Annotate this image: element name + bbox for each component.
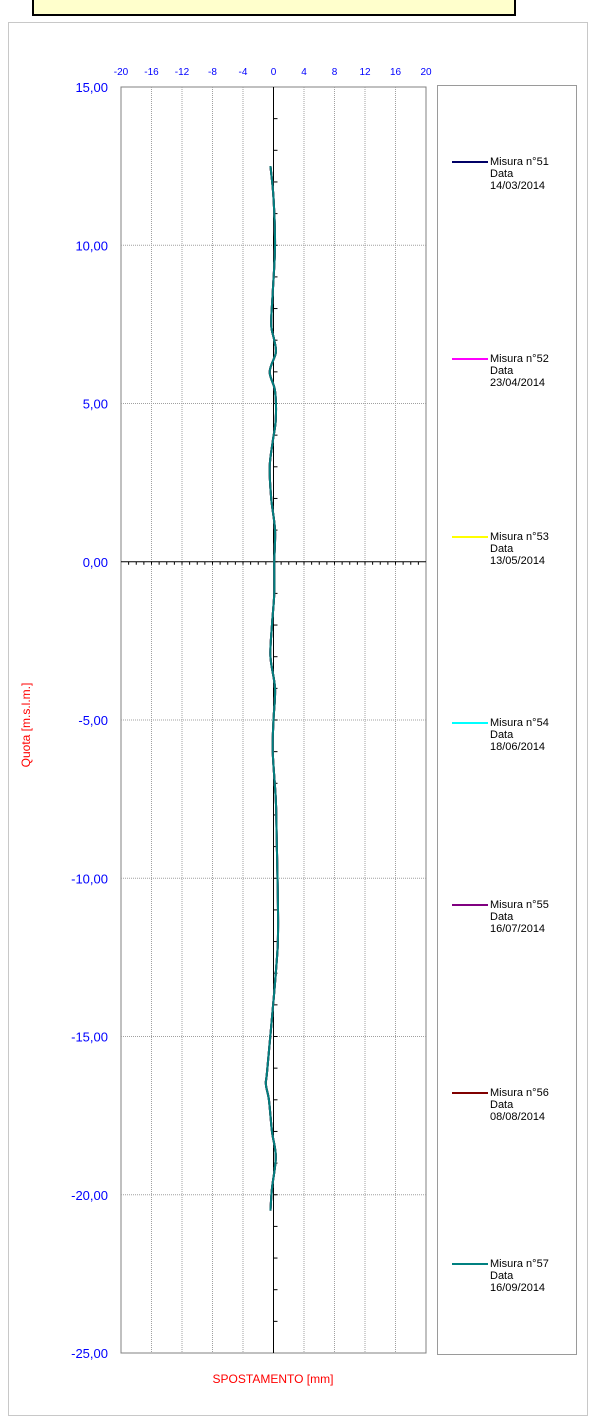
legend-date: 16/07/2014 (490, 923, 546, 935)
y-tick-label: -10,00 (71, 871, 108, 886)
legend-item: Misura n°51 Data 14/03/2014 (452, 156, 576, 206)
y-axis-title: Quota [m.s.l.m.] (19, 682, 33, 768)
legend-date-label: Data (490, 543, 514, 555)
legend-date-label: Data (490, 168, 514, 180)
legend-series-name: Misura n°51 (490, 156, 549, 168)
y-tick-label: 5,00 (83, 397, 108, 412)
x-tick-label: -4 (239, 67, 248, 78)
x-tick-label: 16 (390, 67, 402, 78)
legend-text: Misura n°55 Data 16/07/2014 (490, 899, 549, 935)
series-line-7 (264, 166, 280, 1211)
legend-text: Misura n°54 Data 18/06/2014 (490, 717, 549, 753)
tick-labels: -20 -16 -12 -8 -4 0 4 8 12 16 20 15,00 10,00 5,00 0,00… (71, 67, 432, 1361)
legend-date: 14/03/2014 (490, 180, 546, 192)
legend-date: 23/04/2014 (490, 377, 546, 389)
legend-date-label: Data (490, 1099, 514, 1111)
x-tick-label: -20 (114, 67, 129, 78)
y-tick-label: -20,00 (71, 1188, 108, 1203)
legend-swatch (452, 536, 488, 538)
legend-series-name: Misura n°56 (490, 1087, 549, 1099)
legend-item: Misura n°57 Data 16/09/2014 (452, 1258, 576, 1308)
y-tick-label: -15,00 (71, 1030, 108, 1045)
chart-frame (8, 22, 588, 1416)
legend-swatch (452, 1092, 488, 1094)
legend-text: Misura n°57 Data 16/09/2014 (490, 1258, 549, 1294)
legend-text: Misura n°52 Data 23/04/2014 (490, 353, 549, 389)
legend-date-label: Data (490, 729, 514, 741)
legend-date: 08/08/2014 (490, 1111, 546, 1123)
legend-swatch (452, 1263, 488, 1265)
legend-series-name: Misura n°53 (490, 531, 549, 543)
series-lines (264, 166, 280, 1211)
legend-swatch (452, 722, 488, 724)
legend-date-label: Data (490, 1270, 514, 1282)
legend-item: Misura n°52 Data 23/04/2014 (452, 353, 576, 403)
x-tick-label: 0 (271, 67, 277, 78)
y-tick-label: 15,00 (75, 80, 108, 95)
legend-text: Misura n°53 Data 13/05/2014 (490, 531, 549, 567)
x-tick-label: -12 (175, 67, 190, 78)
legend-date-label: Data (490, 365, 514, 377)
legend-text: Misura n°51 Data 14/03/2014 (490, 156, 549, 192)
legend-date: 13/05/2014 (490, 555, 546, 567)
legend-item: Misura n°56 Data 08/08/2014 (452, 1087, 576, 1137)
legend-series-name: Misura n°57 (490, 1258, 549, 1270)
legend-swatch (452, 358, 488, 360)
y-tick-label: -25,00 (71, 1346, 108, 1361)
legend-date-label: Data (490, 911, 514, 923)
legend-series-name: Misura n°54 (490, 717, 549, 729)
x-tick-label: -8 (208, 67, 217, 78)
legend-swatch (452, 904, 488, 906)
legend-item: Misura n°55 Data 16/07/2014 (452, 899, 576, 949)
legend-item: Misura n°53 Data 13/05/2014 (452, 531, 576, 581)
x-tick-label: 4 (301, 67, 307, 78)
legend-series-name: Misura n°52 (490, 353, 549, 365)
x-tick-label: -16 (144, 67, 159, 78)
y-tick-label: -5,00 (78, 713, 108, 728)
legend-date: 18/06/2014 (490, 741, 546, 753)
x-axis-title: SPOSTAMENTO [mm] (212, 1372, 334, 1386)
x-tick-label: 12 (359, 67, 371, 78)
x-tick-label: 20 (420, 67, 432, 78)
y-tick-label: 10,00 (75, 238, 108, 253)
header-banner (32, 0, 516, 16)
y-tick-label: 0,00 (83, 555, 108, 570)
legend-series-name: Misura n°55 (490, 899, 549, 911)
legend-text: Misura n°56 Data 08/08/2014 (490, 1087, 549, 1123)
legend-date: 16/09/2014 (490, 1282, 546, 1294)
legend: Misura n°51 Data 14/03/2014 Misura n°52 Data… (437, 85, 577, 1355)
legend-swatch (452, 161, 488, 163)
x-tick-label: 8 (332, 67, 338, 78)
legend-item: Misura n°54 Data 18/06/2014 (452, 717, 576, 767)
